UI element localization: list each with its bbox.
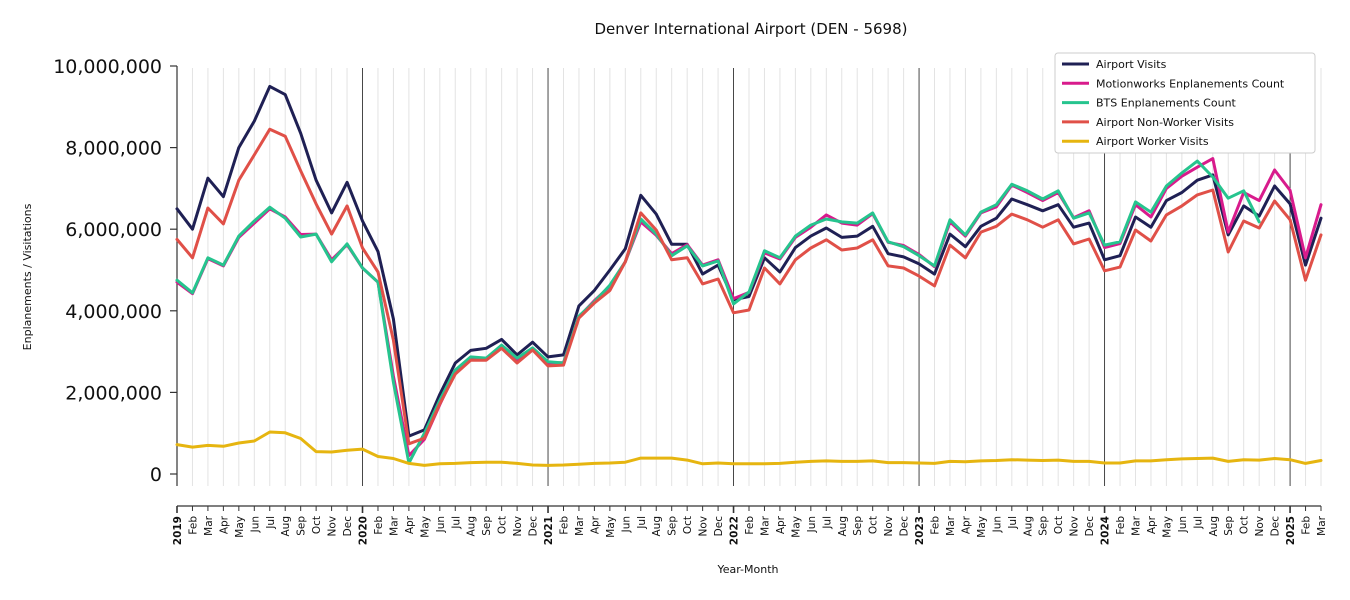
x-tick-label: Jun <box>1177 516 1189 533</box>
x-tick-label: Mar <box>1130 515 1142 535</box>
x-tick-label: Sep <box>481 516 493 536</box>
x-tick-label: Apr <box>1146 515 1158 534</box>
x-tick-label: May <box>976 516 988 538</box>
x-tick-label: Oct <box>311 516 323 534</box>
x-tick-label: Jun <box>249 516 261 533</box>
y-tick-label: 8,000,000 <box>65 138 162 160</box>
x-tick-label: Feb <box>187 516 199 535</box>
x-tick-label: Feb <box>373 516 385 535</box>
x-tick-label: Dec <box>1084 516 1096 537</box>
x-tick-label: Sep <box>667 516 679 536</box>
x-tick-label: Feb <box>1115 516 1127 535</box>
y-tick-label: 4,000,000 <box>65 301 162 323</box>
x-tick-label: Mar <box>388 515 400 535</box>
y-axis-label: Enplanements / Visitations <box>21 203 34 350</box>
x-tick-label: 2024 <box>1100 516 1112 545</box>
x-tick-label: Mar <box>759 515 771 535</box>
x-tick-label: Mar <box>1316 515 1328 535</box>
x-tick-label: May <box>605 516 617 538</box>
x-tick-label: Dec <box>528 516 540 537</box>
x-tick-label: 2020 <box>358 516 370 545</box>
x-tick-label: Feb <box>930 516 942 535</box>
x-tick-label: Oct <box>1053 516 1065 534</box>
x-tick-label: Sep <box>1038 516 1050 536</box>
x-tick-label: Jul <box>1192 516 1204 530</box>
x-tick-label: Mar <box>574 515 586 535</box>
x-tick-label: May <box>419 516 431 538</box>
x-tick-label: Mar <box>945 515 957 535</box>
x-tick-label: Nov <box>698 516 710 537</box>
x-tick-label: Apr <box>404 515 416 534</box>
y-tick-label: 10,000,000 <box>53 56 162 78</box>
series-lines <box>175 84 1323 467</box>
x-tick-label: Jul <box>636 516 648 530</box>
x-tick-label: Jul <box>1007 516 1019 530</box>
x-tick-label: Feb <box>558 516 570 535</box>
x-tick-label: Nov <box>1254 516 1266 537</box>
x-tick-label: Sep <box>296 516 308 536</box>
x-tick-label: 2022 <box>729 516 741 545</box>
x-tick-label: 2019 <box>172 516 184 545</box>
x-tick-label: 2023 <box>914 516 926 545</box>
x-tick-label: Oct <box>682 516 694 534</box>
x-tick-label: Feb <box>1301 516 1313 535</box>
x-tick-label: 2025 <box>1285 516 1297 545</box>
x-tick-label: Aug <box>1208 516 1220 537</box>
x-tick-label: Jun <box>620 516 632 533</box>
legend-label: Airport Visits <box>1096 58 1167 71</box>
x-tick-label: Sep <box>852 516 864 536</box>
x-tick-label: Jul <box>265 516 277 530</box>
x-tick-label: May <box>234 516 246 538</box>
x-tick-label: Aug <box>280 516 292 537</box>
x-tick-label: Apr <box>960 515 972 534</box>
x-tick-label: Nov <box>327 516 339 537</box>
chart-title: Denver International Airport (DEN - 5698… <box>594 20 907 38</box>
series-line <box>175 84 1323 438</box>
y-tick-label: 6,000,000 <box>65 219 162 241</box>
y-tick-label: 0 <box>150 464 162 486</box>
x-tick-label: Mar <box>203 515 215 535</box>
x-tick-label: May <box>1161 516 1173 538</box>
x-tick-label: May <box>790 516 802 538</box>
x-tick-label: Oct <box>868 516 880 534</box>
legend-label: Airport Worker Visits <box>1096 135 1209 148</box>
legend-label: Motionworks Enplanements Count <box>1096 77 1285 90</box>
legend-label: Airport Non-Worker Visits <box>1096 116 1234 129</box>
x-tick-label: Nov <box>1069 516 1081 537</box>
x-tick-label: Dec <box>342 516 354 537</box>
x-tick-label: Aug <box>651 516 663 537</box>
legend-label: BTS Enplanements Count <box>1096 97 1237 110</box>
x-tick-label: Apr <box>589 515 601 534</box>
x-tick-label: Aug <box>1022 516 1034 537</box>
x-axis-label: Year-Month <box>716 563 778 576</box>
x-tick-label: Apr <box>218 515 230 534</box>
y-axis-ticks: 0 2,000,000 4,000,000 6,000,000 8,000,000 10,… <box>53 56 177 486</box>
x-tick-label: Oct <box>1239 516 1251 534</box>
x-tick-label: Jun <box>435 516 447 533</box>
x-tick-label: Jun <box>991 516 1003 533</box>
x-tick-label: Dec <box>713 516 725 537</box>
x-tick-label: Apr <box>775 515 787 534</box>
legend: Airport Visits Motionworks Enplanements C… <box>1054 52 1316 154</box>
series-line <box>175 127 1323 446</box>
x-tick-label: Jul <box>450 516 462 530</box>
x-tick-label: Aug <box>837 516 849 537</box>
x-tick-label: Aug <box>466 516 478 537</box>
x-tick-label: Jul <box>821 516 833 530</box>
series-line <box>175 159 1261 465</box>
x-tick-label: Feb <box>744 516 756 535</box>
x-tick-label: Sep <box>1223 516 1235 536</box>
x-tick-label: Nov <box>883 516 895 537</box>
x-tick-label: Dec <box>899 516 911 537</box>
x-tick-label: Oct <box>497 516 509 534</box>
x-tick-label: 2021 <box>543 516 555 545</box>
x-tick-label: Jun <box>806 516 818 533</box>
series-line <box>175 430 1323 467</box>
legend-box <box>1054 52 1316 154</box>
x-tick-label: Nov <box>512 516 524 537</box>
y-tick-label: 2,000,000 <box>65 382 162 404</box>
x-tick-label: Dec <box>1270 516 1282 537</box>
x-axis-ticks: 2019 Feb Mar Apr May Jun Jul Aug Sep Oct Nov Dec 202… <box>172 506 1328 545</box>
